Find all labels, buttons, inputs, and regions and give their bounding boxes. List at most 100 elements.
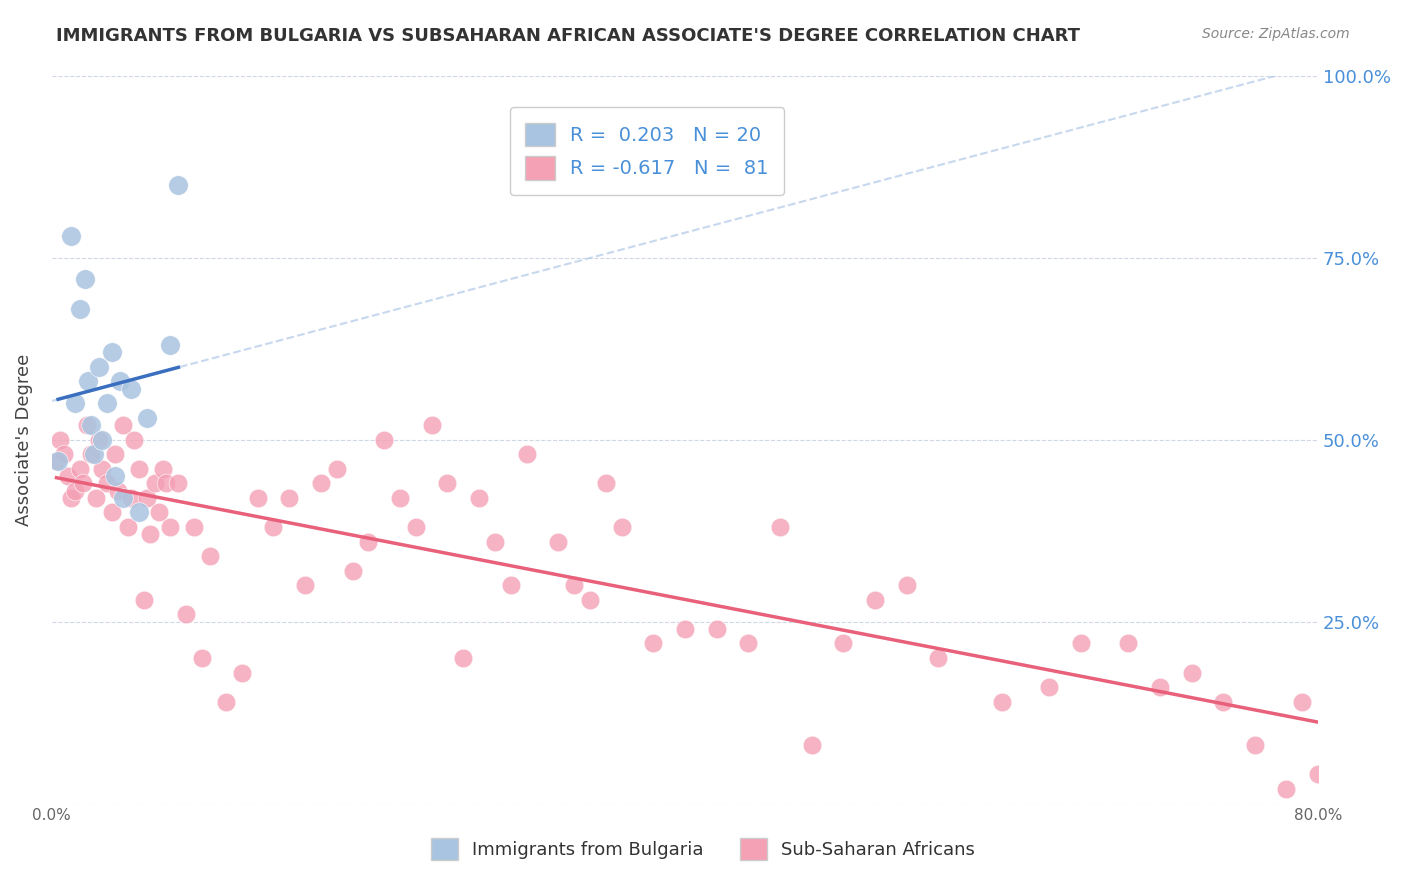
Point: [215, 695, 238, 709]
Point: [159, 338, 181, 352]
Point: [610, 520, 633, 534]
Point: [453, 651, 475, 665]
Point: [405, 520, 427, 534]
Point: [516, 447, 538, 461]
Point: [91, 461, 114, 475]
Point: [1038, 680, 1060, 694]
Point: [69, 461, 91, 475]
Point: [101, 505, 124, 519]
Point: [108, 374, 131, 388]
Text: Source: ZipAtlas.com: Source: ZipAtlas.com: [1202, 27, 1350, 41]
Point: [65, 483, 87, 498]
Point: [111, 491, 134, 505]
Point: [990, 695, 1012, 709]
Point: [176, 607, 198, 622]
Point: [155, 476, 177, 491]
Point: [278, 491, 301, 505]
Point: [59, 491, 82, 505]
Point: [104, 447, 127, 461]
Point: [1149, 680, 1171, 694]
Point: [191, 651, 214, 665]
Point: [135, 410, 157, 425]
Point: [139, 527, 162, 541]
Point: [83, 447, 105, 461]
Point: [706, 622, 728, 636]
Point: [643, 636, 665, 650]
Point: [800, 739, 823, 753]
Point: [73, 272, 96, 286]
Point: [927, 651, 949, 665]
Point: [1243, 739, 1265, 753]
Point: [420, 417, 443, 432]
Point: [1070, 636, 1092, 650]
Point: [128, 461, 150, 475]
Point: [128, 505, 150, 519]
Point: [1291, 695, 1313, 709]
Point: [388, 491, 411, 505]
Point: [120, 491, 142, 505]
Point: [46, 454, 69, 468]
Point: [357, 534, 380, 549]
Point: [1212, 695, 1234, 709]
Point: [436, 476, 458, 491]
Point: [737, 636, 759, 650]
Point: [65, 396, 87, 410]
Point: [1180, 665, 1202, 680]
Point: [117, 520, 139, 534]
Point: [69, 301, 91, 316]
Point: [89, 433, 111, 447]
Point: [56, 469, 79, 483]
Point: [1116, 636, 1139, 650]
Point: [80, 417, 103, 432]
Point: [107, 483, 129, 498]
Point: [45, 454, 67, 468]
Point: [132, 592, 155, 607]
Point: [48, 433, 70, 447]
Point: [769, 520, 792, 534]
Point: [325, 461, 347, 475]
Point: [231, 665, 253, 680]
Point: [96, 476, 118, 491]
Legend: R =  0.203   N = 20, R = -0.617   N =  81: R = 0.203 N = 20, R = -0.617 N = 81: [510, 107, 785, 195]
Point: [832, 636, 855, 650]
Point: [547, 534, 569, 549]
Point: [167, 476, 190, 491]
Point: [111, 417, 134, 432]
Point: [77, 374, 100, 388]
Point: [80, 447, 103, 461]
Point: [72, 476, 94, 491]
Point: [468, 491, 491, 505]
Point: [59, 228, 82, 243]
Point: [152, 461, 174, 475]
Point: [246, 491, 269, 505]
Point: [1275, 782, 1298, 797]
Point: [309, 476, 332, 491]
Point: [673, 622, 696, 636]
Point: [342, 564, 364, 578]
Point: [1308, 767, 1330, 781]
Point: [562, 578, 585, 592]
Point: [159, 520, 181, 534]
Point: [122, 433, 145, 447]
Point: [579, 592, 602, 607]
Point: [595, 476, 617, 491]
Point: [373, 433, 395, 447]
Point: [84, 491, 107, 505]
Point: [76, 417, 98, 432]
Point: [89, 359, 111, 374]
Point: [91, 433, 114, 447]
Point: [262, 520, 284, 534]
Y-axis label: Associate's Degree: Associate's Degree: [15, 353, 32, 525]
Point: [294, 578, 316, 592]
Point: [484, 534, 506, 549]
Point: [896, 578, 918, 592]
Point: [499, 578, 522, 592]
Point: [53, 447, 76, 461]
Point: [104, 469, 127, 483]
Legend: Immigrants from Bulgaria, Sub-Saharan Africans: Immigrants from Bulgaria, Sub-Saharan Af…: [416, 823, 990, 874]
Point: [120, 382, 142, 396]
Point: [198, 549, 221, 563]
Point: [183, 520, 205, 534]
Point: [101, 345, 124, 359]
Point: [96, 396, 118, 410]
